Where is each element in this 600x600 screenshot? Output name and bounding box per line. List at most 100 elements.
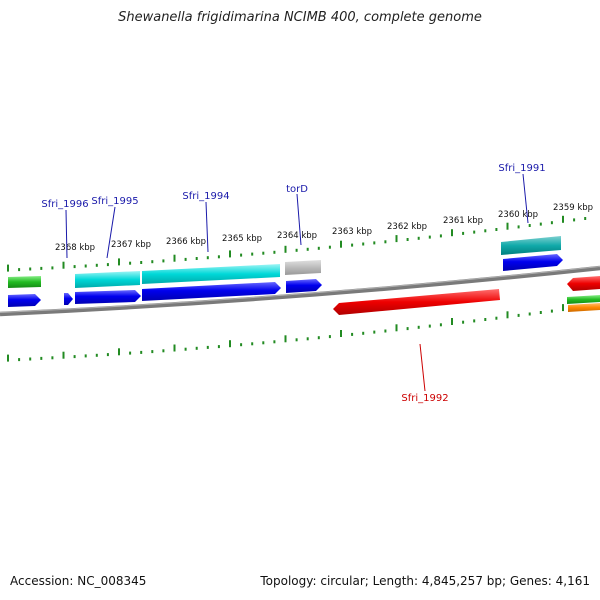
gene-label-tord[interactable]: torD: [286, 184, 308, 195]
lower-minor-tick: [328, 335, 331, 339]
lower-minor-tick: [84, 354, 87, 358]
upper-major-tick: [62, 261, 65, 269]
cds-forward-left: [8, 294, 41, 307]
lower-minor-tick: [162, 349, 165, 353]
feature-green-left: [8, 276, 41, 288]
upper-minor-tick: [539, 222, 542, 226]
upper-minor-tick: [351, 243, 354, 247]
upper-major-tick: [173, 254, 176, 262]
lower-minor-tick: [462, 320, 465, 324]
upper-minor-tick: [495, 228, 498, 231]
upper-minor-tick: [18, 268, 21, 272]
kbp-label-2364: 2364 kbp: [277, 231, 317, 241]
lower-major-tick: [340, 330, 342, 337]
upper-minor-tick: [29, 267, 32, 271]
leader-line-1994: [205, 201, 209, 253]
lower-major-tick: [229, 340, 231, 348]
upper-major-tick: [395, 235, 398, 243]
upper-minor-tick: [417, 236, 420, 240]
lower-minor-tick: [73, 355, 76, 359]
cds-forward-torD: [286, 279, 322, 293]
kbp-label-2360: 2360 kbp: [498, 210, 538, 220]
gene-label-sfri-1994[interactable]: Sfri_1994: [182, 191, 229, 202]
lower-minor-tick: [362, 331, 365, 335]
lower-minor-tick: [262, 341, 265, 345]
upper-minor-tick: [217, 255, 220, 259]
gene-label-sfri-1992[interactable]: Sfri_1992: [401, 393, 448, 404]
upper-minor-tick: [251, 252, 254, 256]
gene-label-sfri-1995[interactable]: Sfri_1995: [91, 196, 138, 207]
lower-minor-tick: [417, 325, 420, 329]
lower-minor-tick: [373, 330, 376, 334]
upper-major-tick: [118, 258, 120, 266]
gene-label-sfri-1991[interactable]: Sfri_1991: [498, 163, 545, 174]
lower-minor-tick: [51, 356, 54, 360]
upper-minor-tick: [439, 234, 442, 238]
lower-minor-tick: [484, 318, 487, 321]
cds-forward-1991: [503, 254, 563, 271]
kbp-label-2361: 2361 kbp: [443, 216, 483, 226]
upper-minor-tick: [373, 241, 376, 245]
genome-backbone-highlight: [0, 266, 600, 313]
kbp-label-2363: 2363 kbp: [332, 227, 372, 237]
lower-major-tick: [506, 311, 509, 319]
upper-minor-tick: [484, 229, 487, 233]
upper-minor-tick: [140, 261, 143, 264]
upper-major-tick: [506, 222, 509, 230]
lower-minor-tick: [40, 356, 43, 360]
lower-minor-tick: [29, 357, 32, 361]
feature-cyan-1994: [142, 264, 280, 284]
upper-minor-tick: [473, 230, 476, 234]
lower-major-tick: [118, 348, 120, 356]
tick-marks-upper: [7, 215, 587, 272]
upper-minor-tick: [573, 218, 576, 222]
lower-minor-tick: [295, 338, 298, 342]
upper-minor-tick: [195, 257, 198, 260]
lower-minor-tick: [406, 327, 409, 331]
upper-major-tick: [562, 215, 564, 223]
cds-forward-1996: [64, 293, 73, 305]
upper-minor-tick: [517, 225, 520, 229]
upper-minor-tick: [106, 263, 109, 267]
kbp-label-2359: 2359 kbp: [553, 203, 593, 213]
lower-minor-tick: [528, 312, 531, 316]
lower-minor-tick: [384, 329, 387, 333]
kbp-label-2367: 2367 kbp: [111, 240, 151, 250]
lower-minor-tick: [517, 313, 520, 317]
lower-minor-tick: [351, 332, 354, 336]
lower-major-tick: [395, 324, 398, 332]
upper-minor-tick: [73, 265, 76, 269]
upper-minor-tick: [406, 238, 409, 241]
lower-minor-tick: [106, 353, 109, 357]
map-title: Shewanella frigidimarina NCIMB 400, comp…: [118, 10, 482, 25]
tick-marks-lower: [7, 304, 587, 362]
upper-minor-tick: [462, 231, 465, 235]
upper-major-tick: [284, 245, 287, 253]
upper-major-tick: [340, 240, 342, 248]
upper-minor-tick: [550, 221, 553, 225]
upper-minor-tick: [262, 251, 265, 255]
leader-line-1991: [522, 173, 529, 224]
feature-gray-torD: [285, 260, 321, 275]
lower-minor-tick: [428, 324, 431, 328]
upper-major-tick: [229, 250, 231, 258]
upper-minor-tick: [51, 266, 54, 270]
lower-minor-tick: [217, 345, 220, 349]
accession-label: Accession: NC_008345: [10, 574, 147, 588]
upper-minor-tick: [84, 264, 87, 268]
upper-minor-tick: [428, 235, 431, 239]
lower-minor-tick: [195, 346, 198, 350]
leader-line-1995: [106, 206, 116, 259]
upper-minor-tick: [129, 261, 132, 265]
leader-line-1992: [419, 343, 426, 392]
lower-major-tick: [562, 304, 564, 312]
gene-label-sfri-1996[interactable]: Sfri_1996: [41, 199, 88, 210]
upper-minor-tick: [95, 263, 98, 267]
feature-teal-1991: [501, 236, 561, 255]
lower-minor-tick: [151, 350, 154, 354]
upper-minor-tick: [384, 240, 387, 244]
upper-minor-tick: [184, 257, 187, 261]
upper-minor-tick: [206, 256, 209, 260]
upper-minor-tick: [362, 242, 365, 246]
